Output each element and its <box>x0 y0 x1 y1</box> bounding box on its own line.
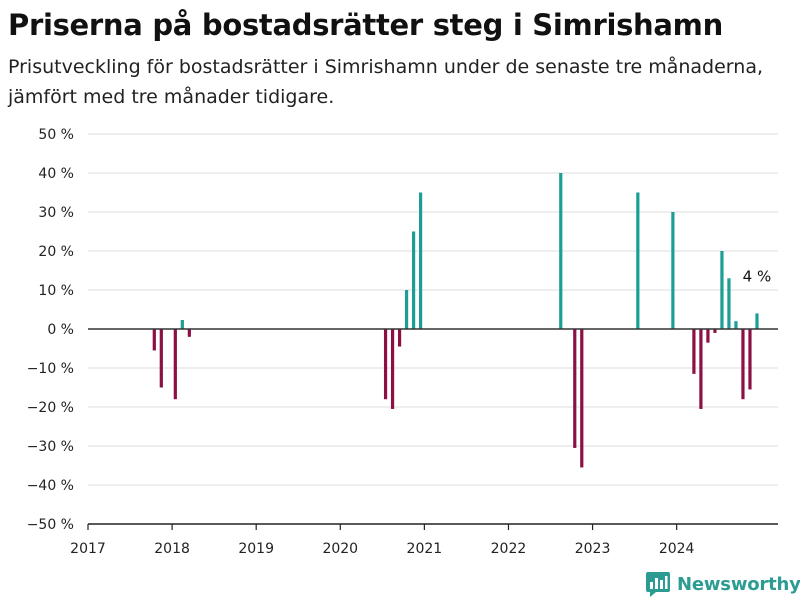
bar <box>727 278 731 329</box>
chart-title: Priserna på bostadsrätter steg i Simrish… <box>8 8 723 42</box>
bar <box>411 231 416 329</box>
newsworthy-logo-text: Newsworthy <box>677 573 800 595</box>
bars <box>152 173 759 468</box>
bar <box>559 173 563 329</box>
grid-lines <box>88 133 778 525</box>
y-tick-label: 50 % <box>38 127 74 143</box>
bar <box>713 329 717 333</box>
x-tick-label: 2022 <box>491 541 527 557</box>
bar <box>152 329 156 351</box>
x-tick-label: 2020 <box>322 541 358 557</box>
bar <box>573 329 577 448</box>
x-tick-label: 2021 <box>407 541 443 557</box>
y-tick-label: −20 % <box>27 400 74 416</box>
bar <box>390 329 395 409</box>
bar <box>159 329 163 388</box>
x-axis: 2017 2018 2019 2020 2021 2022 2023 2024 <box>70 523 778 557</box>
y-tick-label: −10 % <box>27 361 74 377</box>
bar <box>187 329 191 337</box>
y-tick-label: −30 % <box>27 439 74 455</box>
y-tick-label: −50 % <box>27 517 74 533</box>
bar <box>734 321 738 329</box>
y-tick-label: 0 % <box>47 322 74 338</box>
y-tick-label: 20 % <box>38 244 74 260</box>
bar <box>755 313 759 329</box>
bar <box>748 329 752 390</box>
x-tick-label: 2023 <box>575 541 611 557</box>
bar <box>419 192 423 329</box>
annotations: 4 % <box>743 267 772 285</box>
bar <box>580 329 584 468</box>
newsworthy-logo-icon <box>646 572 670 597</box>
bar <box>397 329 402 347</box>
bar <box>720 251 724 329</box>
x-tick-label: 2017 <box>70 541 106 557</box>
bar <box>383 329 388 400</box>
y-tick-label: 10 % <box>38 283 74 299</box>
x-tick-label: 2018 <box>154 541 190 557</box>
chart-subtitle: Prisutveckling för bostadsrätter i Simri… <box>8 56 763 108</box>
bar <box>699 329 703 409</box>
x-tick-label: 2019 <box>238 541 274 557</box>
bar <box>692 329 696 374</box>
y-axis-ticks: 50 % 40 % 30 % 20 % 10 % 0 % −10 % −20 % −30 % −4… <box>27 127 74 533</box>
newsworthy-logo: Newsworthy <box>645 570 800 598</box>
bar <box>173 329 177 400</box>
bar <box>404 290 409 329</box>
y-tick-label: 30 % <box>38 205 74 221</box>
bar <box>741 329 745 400</box>
y-tick-label: 40 % <box>38 166 74 182</box>
bar <box>671 212 675 329</box>
last-value-label: 4 % <box>743 267 772 285</box>
x-tick-label: 2024 <box>659 541 695 557</box>
bar <box>180 320 184 329</box>
y-tick-label: −40 % <box>27 478 74 494</box>
bar <box>706 329 710 343</box>
bar <box>636 192 640 329</box>
